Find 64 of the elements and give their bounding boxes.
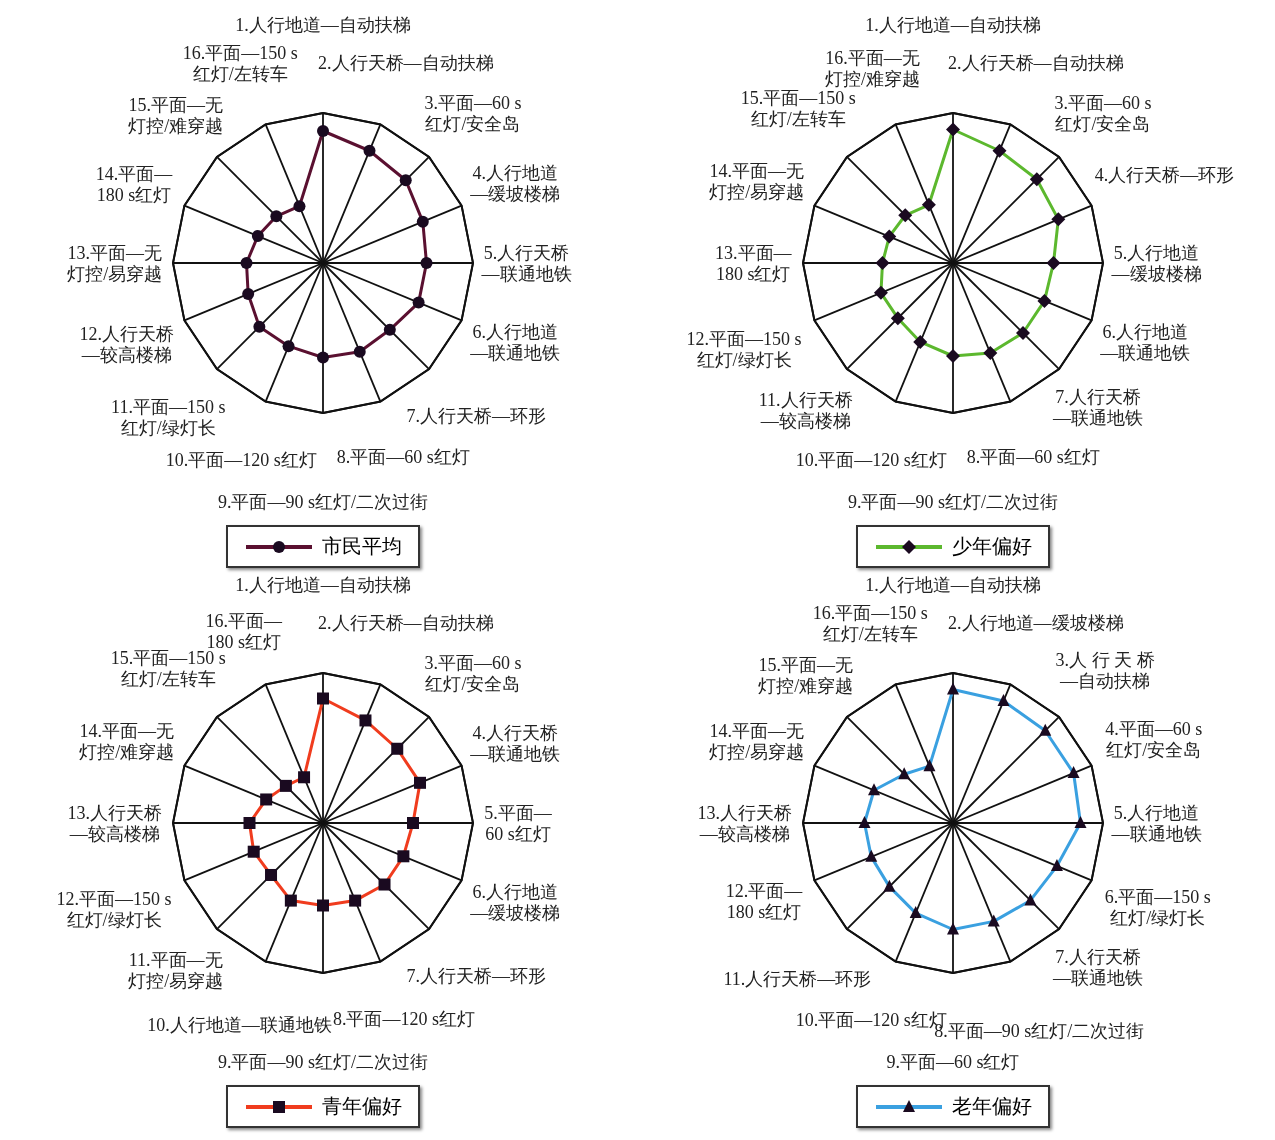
spoke-label: 3.平面—60 s红灯/安全岛: [1054, 92, 1152, 134]
spoke-label: 12.平面—150 s红灯/绿灯长: [686, 329, 802, 371]
spoke-label: 16.平面—无灯控/难穿越: [824, 47, 920, 89]
spoke-label: 6.人行地道—联通地铁: [469, 322, 561, 364]
spoke-label: 1.人行地道—自动扶梯: [865, 14, 1041, 35]
spoke-label: 7.人行天桥—联通地铁: [1051, 387, 1143, 429]
spoke-label: 11.平面—150 s红灯/绿灯长: [111, 397, 226, 439]
spoke-label: 8.平面—60 s红灯: [336, 446, 470, 467]
spoke-label: 15.平面—无灯控/难穿越: [758, 655, 854, 697]
spoke-label: 8.平面—120 s红灯: [332, 1008, 475, 1029]
spoke-label: 13.平面—无灯控/易穿越: [67, 242, 163, 284]
spoke-label: 15.平面—无灯控/难穿越: [128, 95, 224, 137]
spoke-label: 10.平面—120 s红灯: [165, 450, 317, 471]
spoke-label: 2.人行天桥—自动扶梯: [948, 53, 1124, 74]
spoke-label: 12.平面—150 s红灯/绿灯长: [56, 889, 172, 931]
spoke-label: 6.人行地道—联通地铁: [1099, 322, 1191, 364]
legend-label: 青年偏好: [322, 1094, 402, 1119]
spoke-label: 7.人行天桥—环形: [406, 406, 546, 427]
spoke-label: 7.人行天桥—环形: [406, 966, 546, 987]
legend-label: 市民平均: [322, 534, 402, 559]
spoke-label: 4.人行天桥—联通地铁: [469, 722, 561, 764]
spoke-label: 12.人行天桥—较高楼梯: [79, 323, 174, 365]
legend-label: 老年偏好: [952, 1094, 1032, 1119]
spoke-label: 9.平面—90 s红灯/二次过街: [217, 1051, 429, 1072]
spoke-label: 4.平面—60 s红灯/安全岛: [1105, 719, 1203, 761]
spoke-label: 10.人行地道—联通地铁: [147, 1014, 332, 1035]
spoke-label: 3.人 行 天 桥—自动扶梯: [1055, 650, 1155, 692]
spoke-label: 6.人行地道—缓坡楼梯: [469, 882, 561, 924]
spoke-label: 7.人行天桥—联通地铁: [1051, 947, 1143, 989]
spoke-label: 6.平面—150 s红灯/绿灯长: [1104, 887, 1211, 929]
spoke-label: 11.人行天桥—环形: [723, 968, 872, 989]
spoke-label: 9.平面—90 s红灯/二次过街: [217, 491, 429, 512]
spoke-label: 5.人行天桥—联通地铁: [480, 242, 572, 284]
spoke-label: 11.平面—无灯控/易穿越: [128, 949, 224, 991]
spoke-label: 16.平面—150 s红灯/左转车: [812, 602, 928, 644]
spoke-label: 2.人行天桥—自动扶梯: [318, 613, 494, 634]
spoke-label: 1.人行地道—自动扶梯: [235, 574, 411, 595]
spoke-label: 14.平面—无灯控/难穿越: [79, 721, 175, 763]
spoke-label: 1.人行地道—自动扶梯: [865, 574, 1041, 595]
spoke-label: 5.人行地道—缓坡楼梯: [1110, 242, 1202, 284]
spoke-label: 9.平面—90 s红灯/二次过街: [847, 491, 1059, 512]
spoke-label: 12.平面—180 s红灯: [725, 880, 804, 922]
spoke-label: 4.人行地道—缓坡楼梯: [469, 162, 561, 204]
spoke-label: 3.平面—60 s红灯/安全岛: [424, 92, 522, 134]
spoke-label: 8.平面—60 s红灯: [966, 446, 1100, 467]
spoke-label: 13.人行天桥—较高楼梯: [67, 802, 162, 844]
spoke-label: 16.平面—150 s红灯/左转车: [182, 42, 298, 84]
spoke-label: 1.人行地道—自动扶梯: [235, 14, 411, 35]
spoke-label: 13.平面—180 s红灯: [715, 242, 793, 284]
legend-label: 少年偏好: [952, 534, 1032, 559]
spoke-label: 4.人行天桥—环形: [1094, 165, 1235, 186]
spoke-label: 14.平面—180 s红灯: [95, 164, 174, 206]
spoke-label: 10.平面—120 s红灯: [795, 450, 947, 471]
spoke-label: 5.人行地道—联通地铁: [1110, 802, 1202, 844]
spoke-label: 14.平面—无灯控/易穿越: [709, 161, 805, 203]
spoke-label: 13.人行天桥—较高楼梯: [697, 802, 792, 844]
spoke-label: 15.平面—150 s红灯/左转车: [740, 87, 856, 129]
spoke-label: 14.平面—无灯控/易穿越: [709, 721, 805, 763]
spoke-label: 9.平面—60 s红灯: [886, 1051, 1020, 1072]
spoke-label: 2.人行地道—缓坡楼梯: [948, 613, 1124, 634]
spoke-label: 3.平面—60 s红灯/安全岛: [424, 652, 522, 694]
spoke-label: 2.人行天桥—自动扶梯: [318, 53, 494, 74]
spoke-label: 5.平面—60 s红灯: [484, 802, 553, 844]
spoke-label: 11.人行天桥—较高楼梯: [758, 389, 853, 431]
